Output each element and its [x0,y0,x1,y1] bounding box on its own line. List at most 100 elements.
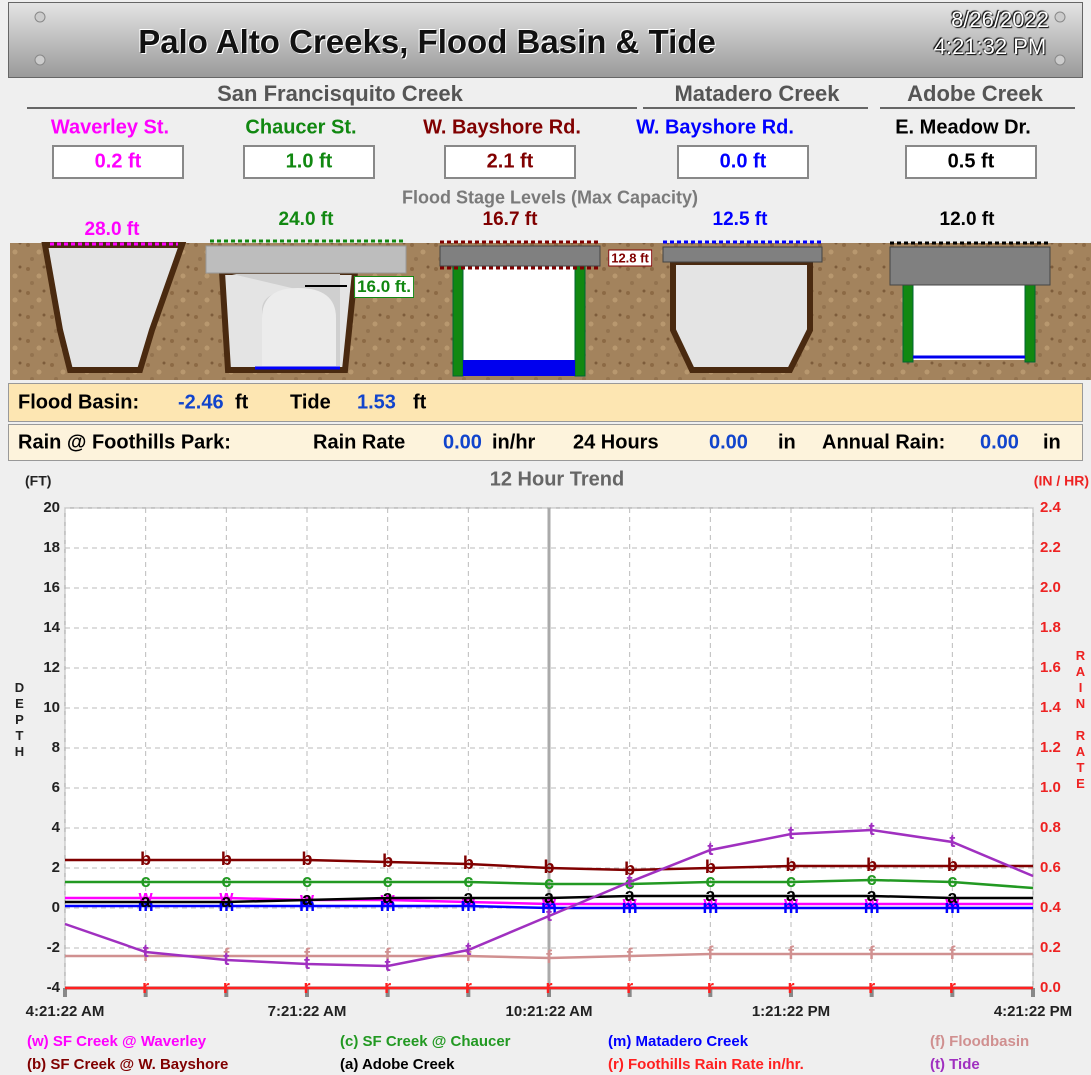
basin-bar [8,383,1083,422]
basin-unit: ft [235,392,248,415]
legend-entry: (w) SF Creek @ Waverley [27,1033,207,1050]
page-title: Palo Alto Creeks, Flood Basin & Tide [138,23,716,61]
legend-entry: (b) SF Creek @ W. Bayshore [27,1056,228,1073]
series-marker: f [869,943,876,963]
series-marker: t [788,823,794,843]
y2-tick-label: 0.4 [1040,899,1062,916]
rain-label: Rain Rate [313,432,405,455]
series-marker: a [141,891,152,911]
chart-title: 12 Hour Trend [490,468,624,490]
rain-value: 0.00 [980,432,1019,455]
level-value: 2.1 ft [487,151,534,174]
x-tick-label: 1:21:22 PM [752,1003,830,1020]
legend-entry: (m) Matadero Creek [608,1033,749,1050]
y-tick-label: 6 [52,779,60,796]
series-marker: b [786,855,797,875]
y-tick-label: 2 [52,859,60,876]
x-tick-label: 4:21:22 AM [26,1003,105,1020]
rain-label: Annual Rain: [822,432,945,455]
post [1025,285,1035,362]
culvert-arch [262,288,336,366]
x-tick-label: 7:21:22 AM [268,1003,347,1020]
basin-value: -2.46 [178,392,224,415]
level-value: 0.2 ft [95,151,142,174]
series-marker: r [787,977,794,997]
series-marker: a [947,887,958,907]
level-value: 0.0 ft [720,151,767,174]
y-axis-title: DEPTH [12,680,27,760]
series-marker: r [303,977,310,997]
basin-label: Tide [290,392,331,415]
y2-tick-label: 0.6 [1040,859,1061,876]
screw [35,12,45,22]
series-marker: b [221,849,232,869]
series-marker: a [463,887,474,907]
bridge [890,247,1050,285]
series-marker: b [302,849,313,869]
series-marker: r [465,977,472,997]
y2-tick-label: 2.2 [1040,539,1061,556]
stage-note: 12.8 ft [608,250,652,267]
series-marker: f [949,943,956,963]
legend-entry: (t) Tide [930,1056,980,1073]
flood-stage: 28.0 ft [85,219,140,241]
series-marker: t [223,949,229,969]
series-marker: c [221,871,231,891]
station-name: W. Bayshore Rd. [423,117,581,140]
series-marker: b [705,857,716,877]
water [463,360,575,376]
series-marker: t [143,941,149,961]
screw [35,55,45,65]
y-tick-label: 20 [43,499,60,516]
creek-name: Matadero Creek [674,81,839,107]
legend-entry: (f) Floodbasin [930,1033,1029,1050]
y2-tick-label: 2.4 [1040,499,1062,516]
legend-entry: (a) Adobe Creek [340,1056,455,1073]
rain-unit: in [778,432,796,455]
station-name: E. Meadow Dr. [895,117,1031,140]
flood-stage: 12.0 ft [940,209,995,231]
series-marker: r [384,977,391,997]
basin-unit: ft [413,392,426,415]
x-tick-label: 4:21:22 PM [994,1003,1072,1020]
series-marker: a [544,887,555,907]
trend-chart: 12 Hour Trend(FT)(IN / HR)-4-20246810121… [0,462,1091,1075]
series-marker: b [947,855,958,875]
series-marker: r [142,977,149,997]
basin-value: 1.53 [357,392,396,415]
y2-unit: (IN / HR) [1034,473,1089,489]
post [453,266,463,376]
y2-tick-label: 2.0 [1040,579,1061,596]
series-marker: b [140,849,151,869]
series-marker: b [544,857,555,877]
series-marker: r [223,977,230,997]
stage-note: 16.0 ft. [354,276,414,298]
legend-entry: (c) SF Creek @ Chaucer [340,1033,511,1050]
screw [1055,55,1065,65]
series-marker: t [949,831,955,851]
rain-unit: in [1043,432,1061,455]
level-value: 0.5 ft [948,151,995,174]
post [575,266,585,376]
series-marker: r [626,977,633,997]
series-marker: a [786,885,797,905]
series-marker: a [383,887,394,907]
series-marker: t [707,839,713,859]
culvert [453,266,585,376]
series-marker: c [141,871,151,891]
station-name: W. Bayshore Rd. [636,117,794,140]
series-marker: a [302,889,313,909]
bridge [206,246,406,273]
creek-name: Adobe Creek [907,81,1043,107]
y-tick-label: 8 [52,739,60,756]
rain-unit: in/hr [492,432,535,455]
rain-label: 24 Hours [573,432,659,455]
y2-tick-label: 1.0 [1040,779,1061,796]
y-tick-label: 18 [43,539,60,556]
station-name: Waverley St. [51,117,169,140]
bridge [663,247,822,262]
rain-value: 0.00 [709,432,748,455]
series-marker: f [707,943,714,963]
y2-tick-label: 1.4 [1040,699,1062,716]
y2-axis-title: RAIN RATE [1073,648,1088,792]
